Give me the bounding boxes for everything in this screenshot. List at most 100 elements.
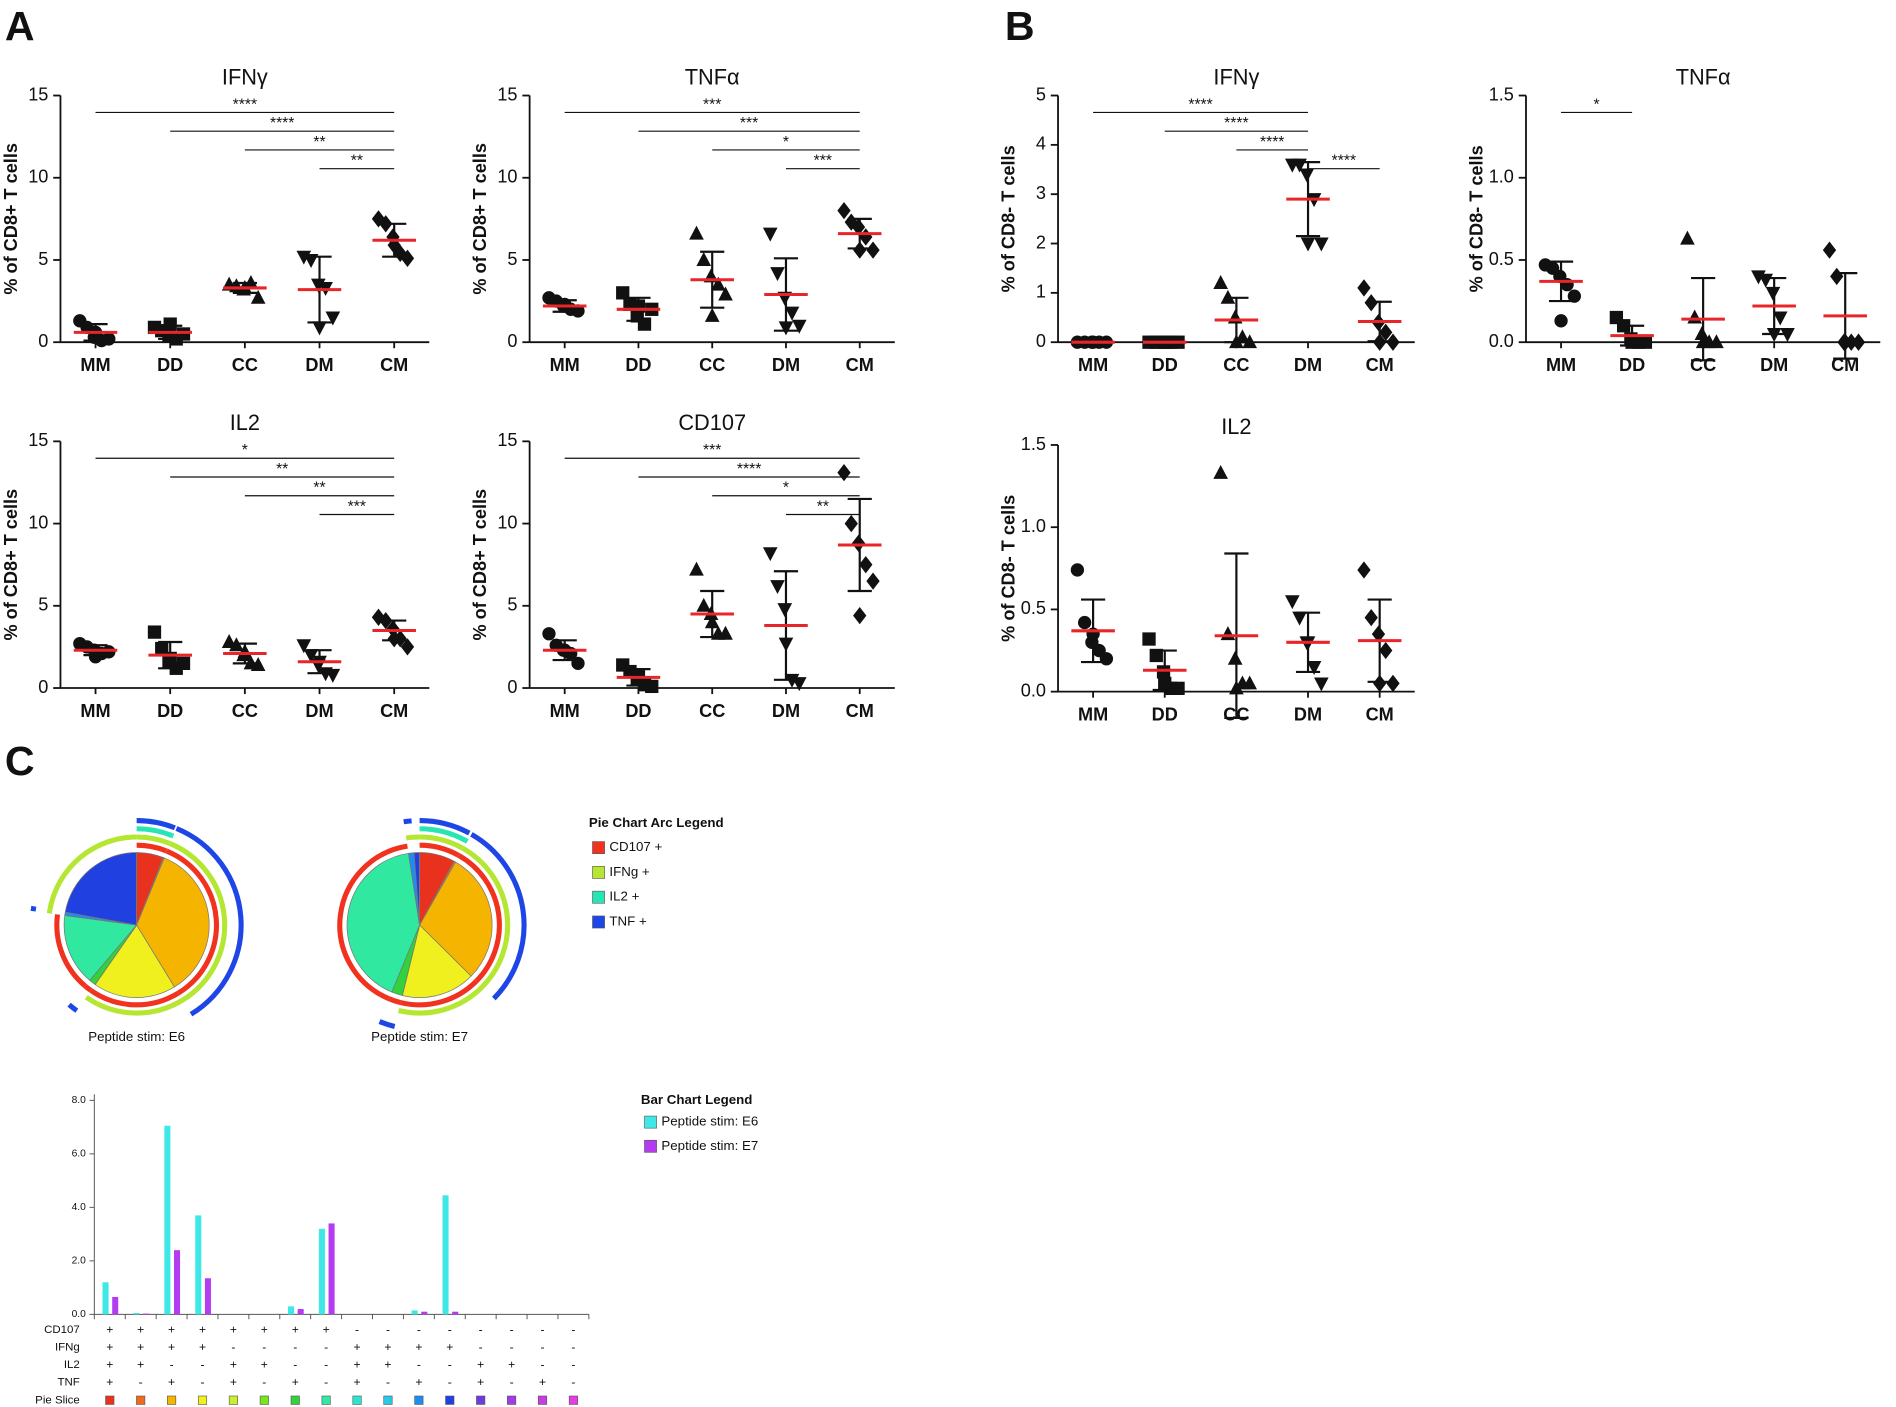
slice-swatch <box>259 1395 269 1405</box>
significance-label: **** <box>270 115 294 132</box>
sign: - <box>448 1322 452 1336</box>
data-point <box>1772 311 1788 326</box>
sign: + <box>168 1340 175 1354</box>
data-point <box>1357 279 1371 297</box>
pie-arc <box>378 1019 396 1029</box>
sign: - <box>200 1375 204 1389</box>
slice-swatch <box>383 1395 393 1405</box>
sign: + <box>477 1375 484 1389</box>
data-point <box>1070 563 1085 577</box>
data-point <box>400 249 415 267</box>
pie-arc <box>46 908 53 914</box>
data-point <box>400 638 415 656</box>
pie-arc <box>83 983 93 993</box>
legend-label: Peptide stim: E6 <box>661 1114 758 1129</box>
pie-arc <box>67 1002 79 1013</box>
bar <box>195 1215 202 1315</box>
pie-slice <box>94 924 175 998</box>
sign: + <box>137 1340 144 1354</box>
data-point <box>859 556 873 574</box>
pie-arc <box>54 914 87 988</box>
y-tick-label: 0 <box>38 331 48 351</box>
pie-arc <box>419 842 459 858</box>
data-point <box>689 225 704 240</box>
x-tick-label: CC <box>232 355 258 375</box>
pie-arc <box>169 841 228 1003</box>
sign: - <box>262 1340 266 1354</box>
data-point <box>312 321 327 336</box>
slice-swatch <box>352 1395 362 1405</box>
y-tick-label: 1.0 <box>1021 516 1046 536</box>
legend-swatch <box>644 1139 657 1153</box>
bar <box>287 1306 295 1315</box>
x-tick-label: MM <box>1078 355 1108 375</box>
legend-title: Pie Chart Arc Legend <box>589 815 724 830</box>
x-tick-label: CC <box>232 701 258 721</box>
pie-arc <box>136 826 173 838</box>
sign: + <box>106 1375 113 1389</box>
pie-arc <box>84 995 184 1016</box>
sign: - <box>139 1375 143 1389</box>
sign: + <box>230 1322 237 1336</box>
pie-arc <box>175 826 244 1017</box>
data-point <box>853 241 867 259</box>
data-point <box>1379 641 1393 660</box>
row-label: IL2 <box>64 1359 80 1371</box>
data-point <box>1680 230 1695 245</box>
legend-label: IL2 + <box>609 889 639 904</box>
data-point <box>303 649 319 664</box>
y-tick-label: 15 <box>497 430 517 450</box>
row-label: Pie Slice <box>35 1394 80 1406</box>
x-tick-label: CM <box>846 355 874 375</box>
legend-swatch <box>592 866 605 879</box>
row-label: CD107 <box>44 1324 80 1336</box>
y-tick-label: 6.0 <box>72 1149 87 1160</box>
y-tick-label: 1 <box>1036 282 1046 302</box>
y-tick-label: 5 <box>507 595 517 615</box>
significance-label: ** <box>276 461 288 478</box>
x-tick-label: CC <box>699 355 725 375</box>
data-point <box>770 580 785 595</box>
pie-arc <box>136 842 167 854</box>
chart-title: TNFα <box>685 64 740 89</box>
pie-arc <box>460 845 465 851</box>
sign: + <box>446 1340 453 1354</box>
x-tick-label: DM <box>305 355 333 375</box>
sign: - <box>293 1340 297 1354</box>
bar <box>143 1313 150 1315</box>
sign: - <box>293 1357 297 1371</box>
slice-swatch <box>197 1395 208 1405</box>
sign: - <box>571 1340 575 1354</box>
sign: + <box>168 1322 175 1336</box>
x-tick-label: DD <box>625 355 651 375</box>
data-point <box>1780 327 1795 342</box>
data-point <box>102 645 116 659</box>
data-point <box>1213 464 1228 479</box>
data-point <box>1227 650 1243 665</box>
x-tick-label: CC <box>699 701 725 721</box>
y-tick-label: 4 <box>1036 134 1046 154</box>
legend-label: CD107 + <box>609 839 662 854</box>
data-point <box>1379 323 1393 341</box>
pie-arc <box>419 834 463 850</box>
y-tick-label: 1.5 <box>1021 434 1046 454</box>
slice-swatch <box>476 1395 486 1405</box>
pie-arc <box>419 826 467 843</box>
x-tick-label: CM <box>1831 355 1859 375</box>
bar <box>164 1125 171 1315</box>
pie-arc <box>470 832 527 1001</box>
sign: - <box>231 1340 235 1354</box>
x-tick-label: DM <box>772 355 800 375</box>
data-point <box>637 317 652 331</box>
data-point <box>1851 333 1866 351</box>
data-point <box>791 319 807 334</box>
slice-swatch <box>228 1395 238 1405</box>
pie-arc <box>89 988 180 1008</box>
x-tick-label: DM <box>772 701 800 721</box>
data-point <box>1830 267 1844 286</box>
x-tick-label: CM <box>1366 705 1394 725</box>
sign: - <box>324 1375 328 1389</box>
data-point <box>1171 681 1185 696</box>
data-point <box>176 656 191 671</box>
sign: - <box>386 1375 390 1389</box>
